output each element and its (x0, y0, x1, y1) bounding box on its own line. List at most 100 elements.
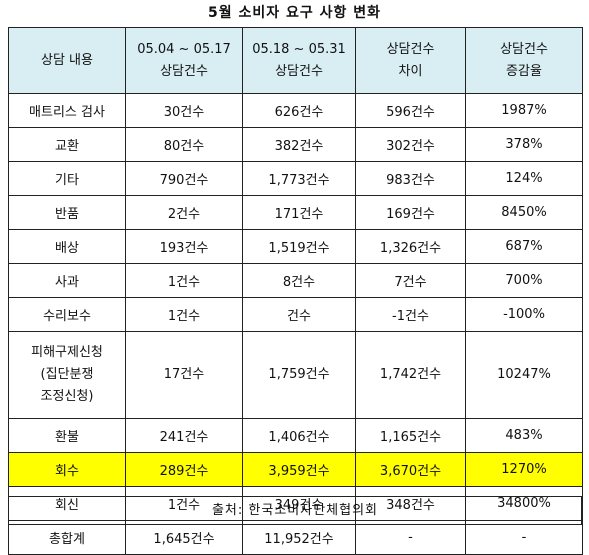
table-row: 교환 80건수 382건수 302건수 378% (8, 127, 583, 162)
table-row: 회신 1건수 349건수 348건수 34800% (8, 486, 583, 521)
cell-c1: 193건수 (125, 229, 243, 264)
cell-c1: 241건수 (125, 418, 243, 453)
cell-item-line: 교환 (55, 139, 79, 154)
cell-c1: 1,645건수 (125, 520, 243, 555)
cell-diff: - (355, 520, 466, 555)
cell-diff: 169건수 (355, 195, 466, 230)
cell-item-line: 매트리스 검사 (29, 105, 105, 120)
cell-item-line: 반품 (55, 207, 79, 222)
cell-c1: 289건수 (125, 452, 243, 487)
table-row: 총합계 1,645건수 11,952건수 - - (8, 520, 583, 555)
cell-c2: 1,519건수 (242, 229, 356, 264)
cell-c2: 626건수 (242, 93, 356, 128)
cell-item: 회수 (8, 452, 126, 487)
header-period-1-label: 상담건수 (160, 63, 208, 79)
header-period-1: 05.04 ~ 05.17 상담건수 (125, 27, 243, 94)
consultation-table: 상담 내용 05.04 ~ 05.17 상담건수 05.18 ~ 05.31 상… (8, 27, 583, 555)
cell-rate: 10247% (465, 331, 583, 419)
header-period-2-label: 상담건수 (275, 63, 323, 79)
cell-item-line: 피해구제신청 (31, 345, 103, 360)
table-row: 회수 289건수 3,959건수 3,670건수 1270% (8, 452, 583, 487)
header-rate-line2: 증감율 (506, 63, 542, 79)
cell-rate: 34800% (465, 486, 583, 521)
cell-item: 교환 (8, 127, 126, 162)
header-diff: 상담건수 차이 (355, 27, 466, 94)
cell-item-line: 배상 (55, 241, 79, 256)
table-row: 매트리스 검사 30건수 626건수 596건수 1987% (8, 93, 583, 128)
cell-diff: -1건수 (355, 297, 466, 332)
header-item-label: 상담 내용 (41, 52, 93, 68)
cell-item-line: 조정신청) (40, 389, 94, 404)
cell-item: 기타 (8, 161, 126, 196)
table-row: 기타 790건수 1,773건수 983건수 124% (8, 161, 583, 196)
header-item: 상담 내용 (8, 27, 126, 94)
cell-item: 배상 (8, 229, 126, 264)
cell-c2: 382건수 (242, 127, 356, 162)
header-diff-line2: 차이 (398, 63, 423, 79)
header-period-2-dates: 05.18 ~ 05.31 (252, 41, 346, 57)
header-period-2: 05.18 ~ 05.31 상담건수 (242, 27, 356, 94)
cell-rate: 8450% (465, 195, 583, 230)
table-row: 반품 2건수 171건수 169건수 8450% (8, 195, 583, 230)
cell-c2: 1,406건수 (242, 418, 356, 453)
cell-item: 회신 (8, 486, 126, 521)
cell-diff: 1,326건수 (355, 229, 466, 264)
cell-c2: 건수 (242, 297, 356, 332)
header-rate: 상담건수 증감율 (465, 27, 583, 94)
cell-diff: 348건수 (355, 486, 466, 521)
cell-item-line: 회신 (55, 498, 79, 513)
cell-rate: -100% (465, 297, 583, 332)
cell-c1: 1건수 (125, 297, 243, 332)
cell-c2: 11,952건수 (242, 520, 356, 555)
cell-item: 수리보수 (8, 297, 126, 332)
cell-diff: 596건수 (355, 93, 466, 128)
cell-c1: 1건수 (125, 263, 243, 298)
cell-item: 반품 (8, 195, 126, 230)
cell-rate: 700% (465, 263, 583, 298)
table-row: 피해구제신청 (집단분쟁 조정신청) 17건수 1,759건수 1,742건수 10247% (8, 331, 583, 419)
table-row: 사과 1건수 8건수 7건수 700% (8, 263, 583, 298)
cell-item: 사과 (8, 263, 126, 298)
cell-rate: 1987% (465, 93, 583, 128)
cell-item-line: (집단분쟁 (40, 367, 94, 382)
cell-rate: 483% (465, 418, 583, 453)
cell-diff: 302건수 (355, 127, 466, 162)
cell-rate: - (465, 520, 583, 555)
cell-rate: 687% (465, 229, 583, 264)
cell-c2: 171건수 (242, 195, 356, 230)
table-row: 환불 241건수 1,406건수 1,165건수 483% (8, 418, 583, 453)
cell-item: 매트리스 검사 (8, 93, 126, 128)
cell-item-line: 회수 (55, 464, 79, 479)
cell-item-line: 수리보수 (43, 309, 91, 324)
cell-c1: 30건수 (125, 93, 243, 128)
cell-item: 환불 (8, 418, 126, 453)
cell-rate: 124% (465, 161, 583, 196)
cell-rate: 1270% (465, 452, 583, 487)
cell-c2: 1,773건수 (242, 161, 356, 196)
header-diff-line1: 상담건수 (386, 41, 435, 57)
source-note: 출처: 한국소비자단체협의회 (8, 496, 582, 525)
table-row: 배상 193건수 1,519건수 1,326건수 687% (8, 229, 583, 264)
cell-diff: 1,165건수 (355, 418, 466, 453)
cell-diff: 7건수 (355, 263, 466, 298)
cell-item-line: 환불 (55, 430, 79, 445)
cell-item-line: 기타 (55, 173, 79, 188)
header-rate-line1: 상담건수 (500, 41, 548, 57)
cell-rate: 378% (465, 127, 583, 162)
cell-c1: 1건수 (125, 486, 243, 521)
cell-c1: 790건수 (125, 161, 243, 196)
page-title: 5월 소비자 요구 사항 변화 (207, 5, 382, 21)
cell-item-line: 총합계 (49, 532, 85, 547)
header-period-1-dates: 05.04 ~ 05.17 (137, 41, 231, 57)
header-row: 상담 내용 05.04 ~ 05.17 상담건수 05.18 ~ 05.31 상… (8, 27, 583, 94)
cell-c2: 8건수 (242, 263, 356, 298)
cell-diff: 1,742건수 (355, 331, 466, 419)
table-row: 수리보수 1건수 건수 -1건수 -100% (8, 297, 583, 332)
cell-c1: 2건수 (125, 195, 243, 230)
cell-item-line: 사과 (55, 275, 79, 290)
cell-diff: 983건수 (355, 161, 466, 196)
cell-item: 총합계 (8, 520, 126, 555)
cell-c2: 3,959건수 (242, 452, 356, 487)
cell-c2: 1,759건수 (242, 331, 356, 419)
